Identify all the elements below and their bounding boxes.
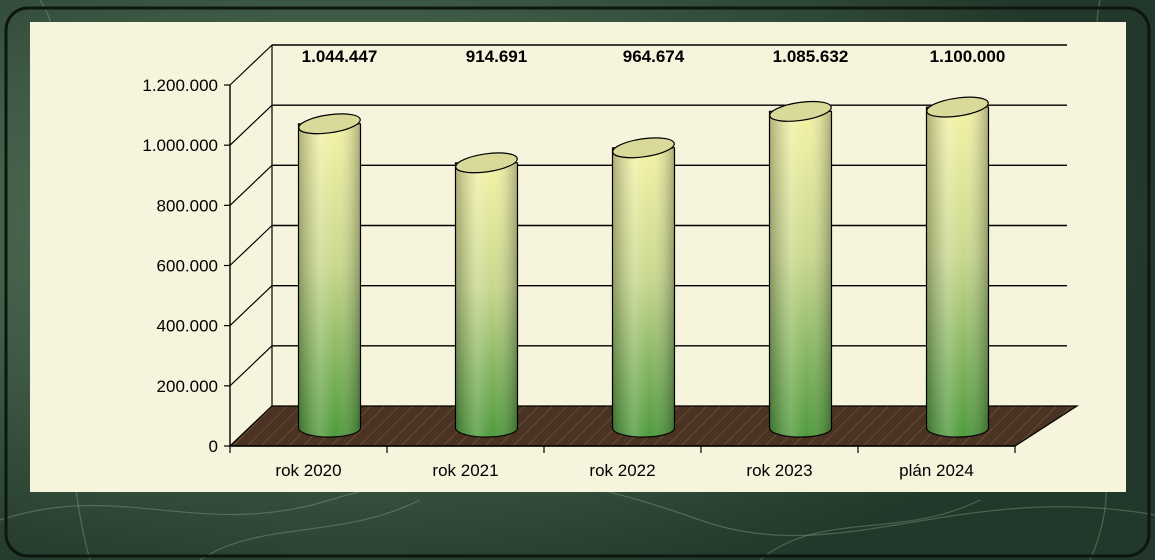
- bar-top-4: [926, 96, 989, 118]
- x-tick-label-0: rok 2020: [275, 461, 341, 480]
- value-label-4: 1.100.000: [930, 47, 1006, 66]
- gridline-side-2: [229, 285, 273, 327]
- y-tick-label-1: 200.000: [157, 377, 218, 396]
- y-tick-label-2: 400.000: [157, 317, 218, 336]
- bar-3: [768, 100, 833, 438]
- bar-4: [925, 96, 990, 438]
- value-labels: 1.044.447 914.691 964.674 1.085.632 1.100.00…: [302, 47, 1006, 66]
- y-tick-label-4: 800.000: [157, 196, 218, 215]
- bar-0: [297, 113, 362, 438]
- bars: [297, 96, 990, 438]
- value-label-1: 914.691: [466, 47, 527, 66]
- bar-shade-0: [298, 123, 361, 437]
- y-tick-label-6: 1.200.000: [142, 76, 218, 95]
- value-label-0: 1.044.447: [302, 47, 378, 66]
- x-tick-label-4: plán 2024: [899, 461, 974, 480]
- y-axis: 0 200.000 400.000 600.000 800.000 1.000.000 1.…: [142, 76, 230, 456]
- gridline-side-6: [229, 44, 273, 86]
- x-tick-label-1: rok 2021: [432, 461, 498, 480]
- x-tick-label-3: rok 2023: [746, 461, 812, 480]
- bar-1: [454, 152, 519, 438]
- bar-top-1: [455, 152, 518, 174]
- bar-shade-2: [612, 147, 675, 438]
- frame-border: [4, 6, 1151, 558]
- value-label-2: 964.674: [623, 47, 685, 66]
- gridline-side-3: [229, 225, 273, 266]
- bar-top-0: [298, 113, 361, 135]
- bar-top-3: [769, 100, 832, 122]
- bar-shade-4: [926, 107, 989, 437]
- x-tick-label-2: rok 2022: [589, 461, 655, 480]
- bar-top-2: [612, 137, 675, 159]
- gridline-side-5: [229, 104, 273, 146]
- bar-shade-3: [769, 111, 832, 438]
- y-tick-label-3: 600.000: [157, 257, 218, 276]
- y-tick-label-5: 1.000.000: [142, 136, 218, 155]
- x-axis: rok 2020 rok 2021 rok 2022 rok 2023 plán 202…: [229, 445, 1016, 480]
- bar-shade-1: [455, 162, 518, 438]
- value-label-3: 1.085.632: [773, 47, 849, 66]
- y-tick-label-0: 0: [209, 437, 218, 456]
- gridline-side-1: [229, 345, 273, 387]
- gridline-side-4: [229, 164, 273, 206]
- bar-2: [611, 137, 676, 438]
